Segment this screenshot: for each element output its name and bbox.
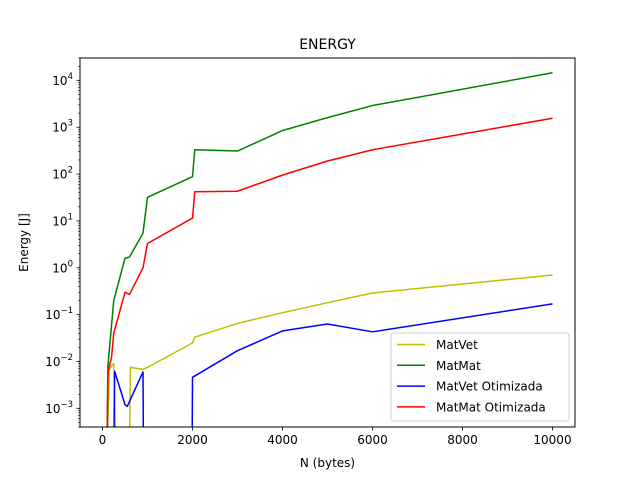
x-tick-label: 8000 [447,433,478,447]
y-axis-ticks: 10−3 10−2 10−1 100 101 102 103 104 [45,57,80,428]
legend-label-3: MatVet Otimizada [436,380,543,394]
x-tick-label: 10000 [533,433,571,447]
x-tick-label: 6000 [357,433,388,447]
y-tick-label: 103 [52,119,73,135]
y-axis-label: Energy [J] [17,213,31,272]
series-line-4 [106,117,553,427]
y-tick-label: 100 [52,259,73,275]
series-line-1 [106,274,553,427]
x-tick-label: 4000 [267,433,298,447]
y-tick-label: 101 [52,212,73,228]
y-tick-label: 10−1 [45,306,73,322]
series-line-2 [106,72,553,427]
chart-title: ENERGY [299,37,356,53]
legend-label-1: MatVet [436,338,478,352]
y-tick-label: 104 [52,72,73,88]
legend-box [390,332,570,422]
y-tick-label: 102 [52,166,73,182]
x-axis-ticks: 0 2000 4000 6000 8000 10000 [99,427,572,447]
x-tick-label: 2000 [177,433,208,447]
plot-frame [79,57,576,428]
y-tick-label: 10−3 [45,400,73,416]
series-line-3 [113,303,553,427]
legend-label-4: MatMat Otimizada [436,400,546,414]
x-axis-label: N (bytes) [300,456,355,470]
legend: MatVet MatMat MatVet Otimizada MatMat Otimi… [390,332,570,422]
series-layer [106,72,553,427]
legend-label-2: MatMat [436,359,481,373]
y-tick-label: 10−2 [45,353,73,369]
x-tick-label: 0 [99,433,107,447]
